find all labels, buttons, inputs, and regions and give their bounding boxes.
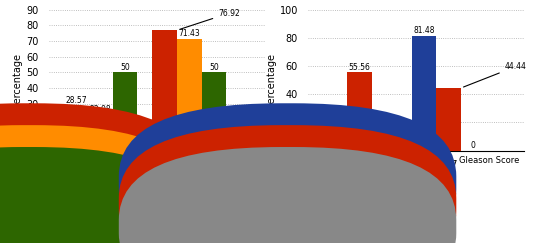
Text: 28.57: 28.57 <box>65 96 87 105</box>
Bar <box>64 106 88 151</box>
Text: GG genotype: GG genotype <box>299 179 359 188</box>
Text: 50: 50 <box>209 63 219 72</box>
Text: 81.48: 81.48 <box>413 26 435 35</box>
Text: 50: 50 <box>120 63 130 72</box>
Bar <box>411 36 436 151</box>
Bar <box>323 125 347 151</box>
Text: Gleason Score: Gleason Score <box>200 156 260 165</box>
Y-axis label: Percentage: Percentage <box>266 53 275 108</box>
Text: (a): (a) <box>133 233 148 243</box>
Bar <box>347 72 372 151</box>
Text: 76.92: 76.92 <box>180 9 240 29</box>
Bar <box>152 30 177 151</box>
Text: CC genotype: CC genotype <box>39 179 98 188</box>
Text: (b): (b) <box>402 233 418 243</box>
Bar <box>202 72 226 151</box>
Y-axis label: Percentage: Percentage <box>12 53 22 108</box>
Text: CT genotype: CT genotype <box>39 201 97 210</box>
Bar <box>177 39 202 151</box>
Text: TT genotype: TT genotype <box>39 223 96 232</box>
Bar <box>436 88 461 151</box>
Text: AA genotype: AA genotype <box>299 223 357 232</box>
Text: 55.56: 55.56 <box>349 63 370 72</box>
Bar <box>88 114 113 151</box>
Text: 23.08: 23.08 <box>90 105 111 114</box>
Text: 71.43: 71.43 <box>179 29 200 38</box>
Text: 44.44: 44.44 <box>463 62 526 87</box>
Text: 0: 0 <box>471 140 476 149</box>
Text: Gleason Score: Gleason Score <box>460 156 519 165</box>
Text: 18.52: 18.52 <box>325 115 346 124</box>
Bar <box>113 72 138 151</box>
Text: GA genotype: GA genotype <box>299 201 357 210</box>
Text: 0: 0 <box>382 140 387 149</box>
